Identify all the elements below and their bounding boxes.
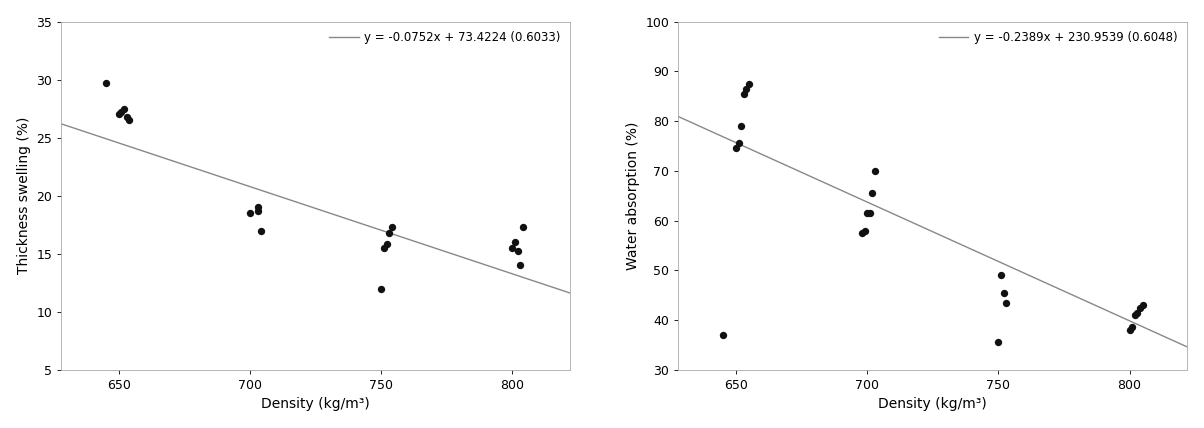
Point [508, 248, 527, 255]
Point [513, 223, 532, 230]
Point [248, 208, 267, 214]
Legend: y = -0.2389x + 230.9539 (0.6048): y = -0.2389x + 230.9539 (0.6048) [936, 27, 1181, 48]
Point [739, 80, 759, 87]
Point [250, 227, 270, 234]
Point [863, 190, 883, 196]
Y-axis label: Thickness swelling (%): Thickness swelling (%) [17, 117, 30, 274]
Point [96, 80, 116, 86]
X-axis label: Density (kg/m³): Density (kg/m³) [879, 397, 987, 411]
Point [852, 229, 872, 236]
Point [866, 167, 885, 174]
Point [503, 244, 523, 251]
Point [114, 105, 134, 112]
Point [1122, 324, 1141, 331]
Point [1131, 304, 1150, 311]
Point [119, 117, 138, 124]
Y-axis label: Water absorption (%): Water absorption (%) [626, 122, 639, 270]
Point [1120, 327, 1139, 333]
Point [1128, 309, 1147, 316]
Point [379, 229, 399, 236]
Point [110, 111, 129, 118]
Point [248, 204, 267, 211]
Point [241, 210, 260, 217]
Point [991, 272, 1010, 279]
Point [728, 140, 748, 147]
Point [995, 289, 1014, 296]
Point [1126, 312, 1145, 318]
Point [382, 223, 401, 230]
Point [1133, 302, 1152, 309]
Legend: y = -0.0752x + 73.4224 (0.6033): y = -0.0752x + 73.4224 (0.6033) [325, 27, 565, 48]
Point [506, 239, 525, 246]
X-axis label: Density (kg/m³): Density (kg/m³) [261, 397, 370, 411]
Point [857, 210, 877, 217]
Point [988, 339, 1008, 346]
Point [997, 299, 1016, 306]
Point [510, 262, 530, 269]
Point [112, 109, 131, 116]
Point [117, 113, 136, 120]
Point [377, 241, 396, 248]
Point [374, 244, 394, 251]
Point [732, 123, 751, 130]
Point [372, 285, 391, 292]
Point [855, 227, 874, 234]
Point [734, 90, 754, 97]
Point [713, 332, 732, 339]
Point [726, 145, 745, 152]
Point [860, 210, 879, 217]
Point [737, 85, 756, 92]
